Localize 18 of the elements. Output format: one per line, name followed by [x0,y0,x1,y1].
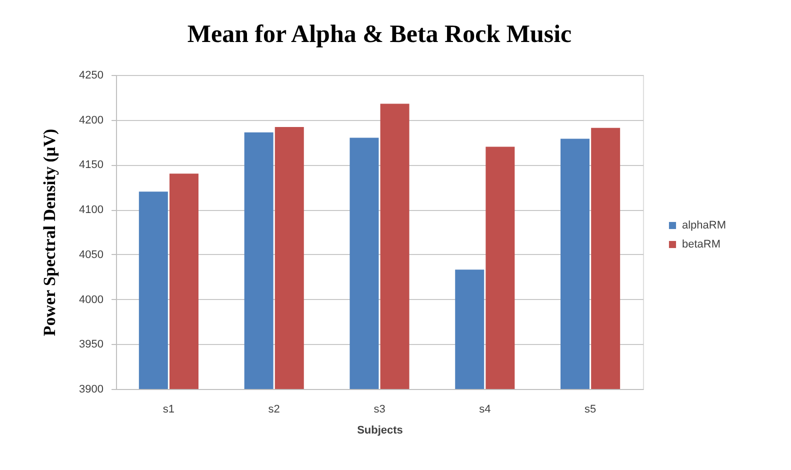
y-tick-label: 4000 [79,294,104,306]
x-tick-label: s4 [479,404,491,416]
y-tick-label: 4100 [79,204,104,216]
legend-label: alphaRM [682,220,726,232]
x-tick-label: s1 [162,404,175,416]
x-tick-label: s5 [584,404,596,416]
y-tick-label: 4200 [79,114,104,126]
legend-label: betaRM [682,238,721,250]
x-tick-label: s2 [268,404,280,416]
y-axis-title: Power Spectral Density (µV) [40,128,60,336]
x-tick-label: s3 [374,404,386,416]
x-axis-title: Subjects [357,424,403,436]
chart-title: Mean for Alpha & Beta Rock Music [187,21,572,48]
y-tick-label: 3900 [79,384,104,396]
y-tick-label: 4250 [79,70,104,82]
y-tick-label: 3950 [79,338,104,351]
y-tick-label: 4150 [79,159,104,172]
y-tick-label: 4050 [79,248,104,261]
